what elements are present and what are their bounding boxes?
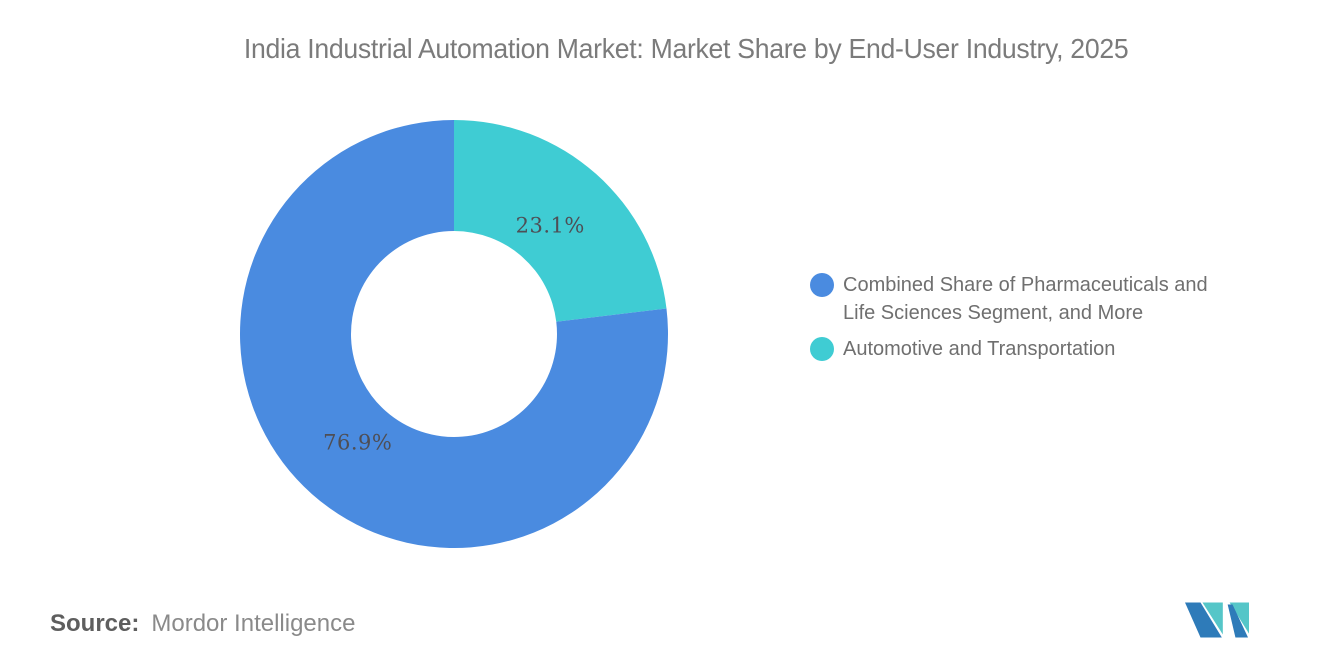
data-label: 23.1% bbox=[516, 214, 585, 238]
legend-item-automotive[interactable]: Automotive and Transportation bbox=[810, 335, 1270, 363]
legend-marker-automotive-icon bbox=[810, 337, 834, 361]
legend-label-pharma: Combined Share of Pharmaceuticals and Li… bbox=[843, 274, 1208, 324]
pie-slice-automotive-and[interactable] bbox=[454, 120, 667, 322]
legend: Combined Share of Pharmaceuticals and Li… bbox=[810, 271, 1270, 371]
legend-marker-pharma-icon bbox=[810, 273, 834, 297]
source-label: Source: bbox=[50, 610, 140, 637]
source-note: Source: Mordor Intelligence bbox=[50, 610, 355, 638]
legend-label-automotive: Automotive and Transportation bbox=[843, 338, 1116, 360]
logo-teal-left-shape bbox=[1202, 602, 1223, 635]
source-value: Mordor Intelligence bbox=[151, 610, 356, 637]
logo-blue-left-shape bbox=[1185, 602, 1222, 638]
mordor-intelligence-logo bbox=[1185, 602, 1249, 638]
legend-item-pharma[interactable]: Combined Share of Pharmaceuticals and Li… bbox=[810, 271, 1270, 327]
donut-chart[interactable]: 23.1% 76.9% bbox=[240, 120, 668, 548]
logo-blue-right-shape bbox=[1227, 604, 1249, 638]
chart-title: India Industrial Automation Market: Mark… bbox=[243, 33, 1129, 64]
data-label: 76.9% bbox=[323, 430, 392, 454]
pie-slice-combined-share[interactable] bbox=[240, 120, 668, 548]
